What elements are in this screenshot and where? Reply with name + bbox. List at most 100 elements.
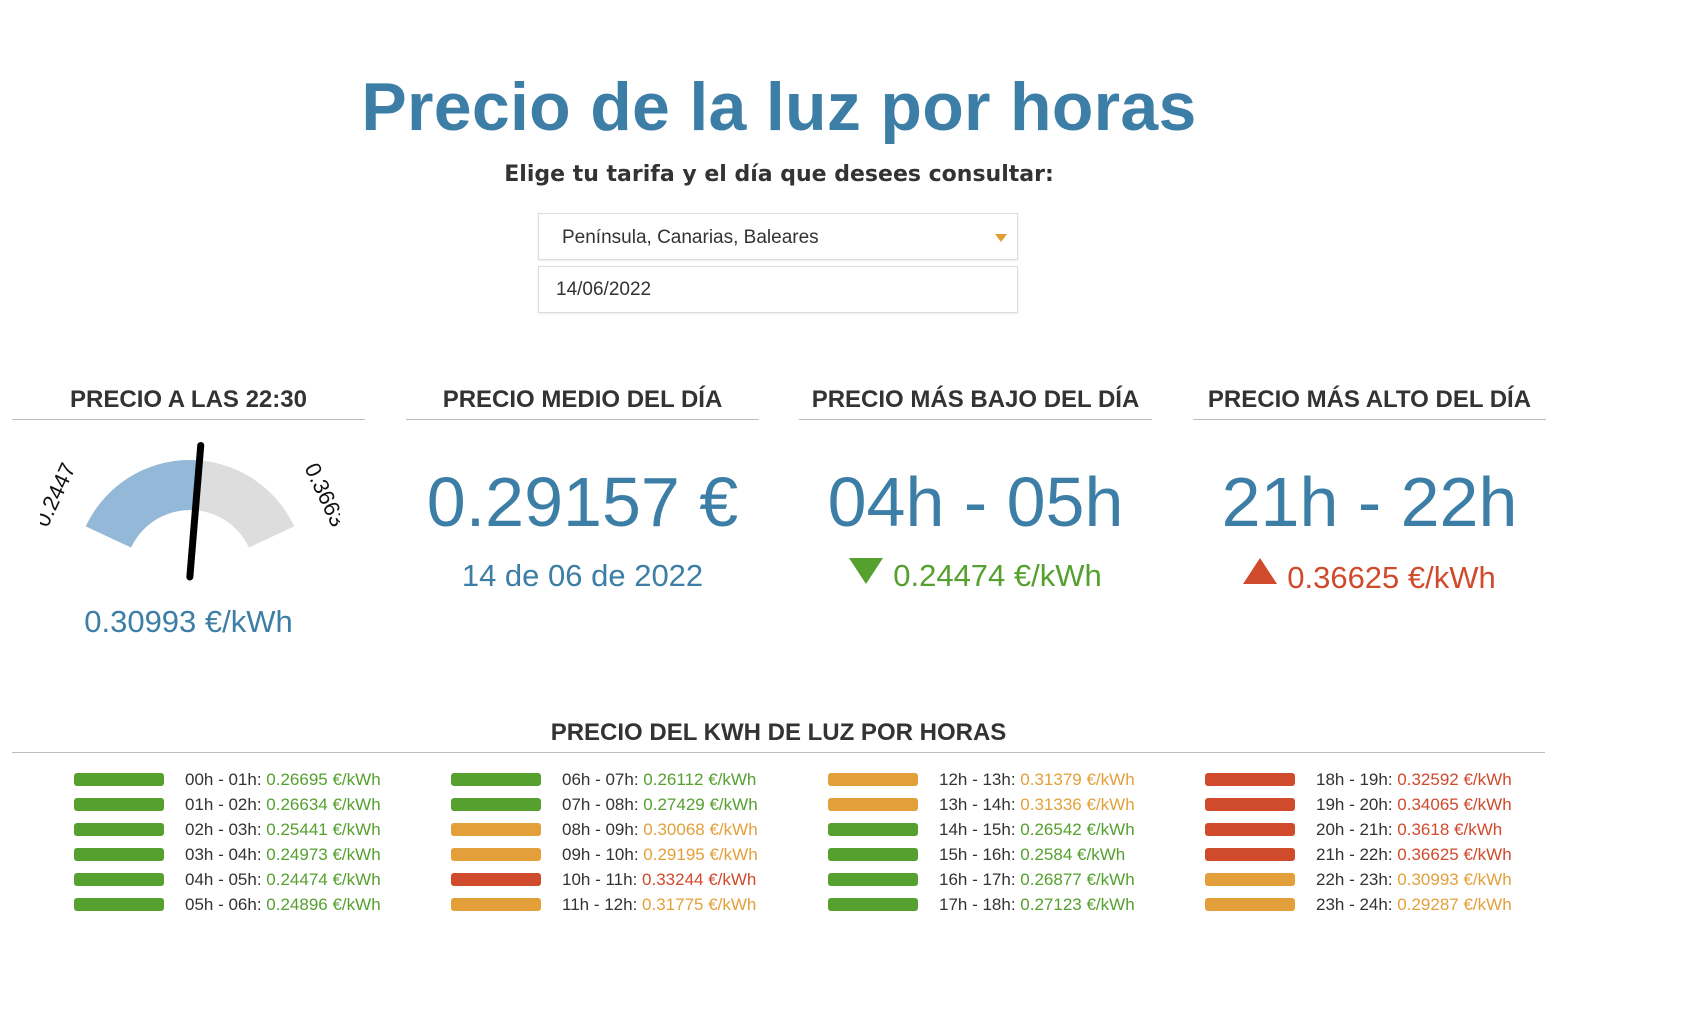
lowest-price-value: 0.24474 €/kWh: [893, 558, 1102, 593]
hour-price-value: 0.33244 €/kWh: [642, 870, 757, 889]
hour-range-label: 04h - 05h:: [185, 870, 262, 889]
lowest-price-line: 0.24474 €/kWh: [799, 558, 1152, 594]
hour-price-row: 03h - 04h: 0.24973 €/kWh: [74, 843, 454, 868]
price-level-bar: [828, 798, 918, 811]
hour-price-row: 07h - 08h: 0.27429 €/kWh: [451, 793, 831, 818]
hour-range-label: 14h - 15h:: [939, 820, 1016, 839]
hour-price-value: 0.26112 €/kWh: [643, 770, 757, 789]
arrow-down-icon: [849, 558, 884, 584]
price-level-bar: [451, 898, 541, 911]
hourly-column: 06h - 07h: 0.26112 €/kWh 07h - 08h: 0.274…: [451, 768, 831, 918]
hour-price-text: 09h - 10h: 0.29195 €/kWh: [562, 845, 758, 865]
page-subtitle: Elige tu tarifa y el día que desees cons…: [504, 162, 1054, 187]
hour-price-value: 0.36625 €/kWh: [1397, 845, 1512, 864]
hour-price-row: 01h - 02h: 0.26634 €/kWh: [74, 793, 454, 818]
hour-price-row: 14h - 15h: 0.26542 €/kWh: [828, 818, 1208, 843]
hour-price-value: 0.26695 €/kWh: [266, 770, 381, 789]
hour-range-label: 10h - 11h:: [562, 870, 638, 889]
hour-range-label: 18h - 19h:: [1316, 770, 1393, 789]
hour-range-label: 17h - 18h:: [939, 895, 1016, 914]
price-level-bar: [1205, 798, 1295, 811]
hour-price-value: 0.34065 €/kWh: [1397, 795, 1512, 814]
tarifa-select[interactable]: Península, Canarias, Baleares: [538, 213, 1018, 260]
hour-price-row: 20h - 21h: 0.3618 €/kWh: [1205, 818, 1585, 843]
price-level-bar: [1205, 823, 1295, 836]
hour-price-text: 16h - 17h: 0.26877 €/kWh: [939, 870, 1135, 890]
hour-price-row: 23h - 24h: 0.29287 €/kWh: [1205, 893, 1585, 918]
hour-price-text: 11h - 12h: 0.31775 €/kWh: [562, 895, 756, 915]
average-price-heading: PRECIO MEDIO DEL DÍA: [406, 386, 759, 420]
date-input[interactable]: [538, 266, 1018, 313]
hour-range-label: 23h - 24h:: [1316, 895, 1393, 914]
hour-price-row: 22h - 23h: 0.30993 €/kWh: [1205, 868, 1585, 893]
price-level-bar: [74, 773, 164, 786]
hour-range-label: 16h - 17h:: [939, 870, 1016, 889]
highest-price-line: 0.36625 €/kWh: [1193, 558, 1546, 596]
price-level-bar: [1205, 873, 1295, 886]
hour-price-value: 0.31379 €/kWh: [1020, 770, 1135, 789]
hour-price-value: 0.27429 €/kWh: [643, 795, 758, 814]
price-gauge: 0.2447 0.3663: [40, 441, 340, 581]
price-level-bar: [74, 848, 164, 861]
hour-price-text: 10h - 11h: 0.33244 €/kWh: [562, 870, 756, 890]
hour-range-label: 09h - 10h:: [562, 845, 639, 864]
hour-price-text: 23h - 24h: 0.29287 €/kWh: [1316, 895, 1512, 915]
hour-price-text: 04h - 05h: 0.24474 €/kWh: [185, 870, 381, 890]
arrow-up-icon: [1243, 558, 1278, 584]
price-level-bar: [1205, 773, 1295, 786]
hour-price-text: 19h - 20h: 0.34065 €/kWh: [1316, 795, 1512, 815]
hourly-column: 12h - 13h: 0.31379 €/kWh 13h - 14h: 0.313…: [828, 768, 1208, 918]
hour-price-row: 00h - 01h: 0.26695 €/kWh: [74, 768, 454, 793]
price-level-bar: [451, 823, 541, 836]
average-price-date: 14 de 06 de 2022: [461, 558, 704, 593]
hour-price-row: 08h - 09h: 0.30068 €/kWh: [451, 818, 831, 843]
highest-price-hours: 21h - 22h: [1221, 463, 1518, 541]
hour-range-label: 19h - 20h:: [1316, 795, 1393, 814]
hour-price-text: 05h - 06h: 0.24896 €/kWh: [185, 895, 381, 915]
hour-price-value: 0.26634 €/kWh: [266, 795, 381, 814]
hour-price-text: 18h - 19h: 0.32592 €/kWh: [1316, 770, 1512, 790]
hour-range-label: 15h - 16h:: [939, 845, 1016, 864]
hour-price-value: 0.29195 €/kWh: [643, 845, 758, 864]
average-price-value: 0.29157 €: [426, 463, 739, 541]
hour-price-value: 0.27123 €/kWh: [1020, 895, 1135, 914]
hour-price-value: 0.30068 €/kWh: [643, 820, 758, 839]
hour-price-row: 12h - 13h: 0.31379 €/kWh: [828, 768, 1208, 793]
hour-price-text: 00h - 01h: 0.26695 €/kWh: [185, 770, 381, 790]
hour-price-text: 17h - 18h: 0.27123 €/kWh: [939, 895, 1135, 915]
hour-price-row: 13h - 14h: 0.31336 €/kWh: [828, 793, 1208, 818]
hour-range-label: 03h - 04h:: [185, 845, 262, 864]
hour-price-value: 0.24474 €/kWh: [266, 870, 381, 889]
hourly-column: 18h - 19h: 0.32592 €/kWh 19h - 20h: 0.340…: [1205, 768, 1585, 918]
price-level-bar: [828, 773, 918, 786]
price-level-bar: [1205, 848, 1295, 861]
hour-price-value: 0.26877 €/kWh: [1020, 870, 1135, 889]
hour-price-row: 05h - 06h: 0.24896 €/kWh: [74, 893, 454, 918]
page-title: Precio de la luz por horas: [361, 69, 1197, 145]
hour-price-text: 22h - 23h: 0.30993 €/kWh: [1316, 870, 1512, 890]
hour-price-text: 13h - 14h: 0.31336 €/kWh: [939, 795, 1135, 815]
highest-price-heading: PRECIO MÁS ALTO DEL DÍA: [1193, 386, 1546, 420]
hour-range-label: 12h - 13h:: [939, 770, 1016, 789]
gauge-fill: [85, 460, 200, 548]
hour-price-row: 16h - 17h: 0.26877 €/kWh: [828, 868, 1208, 893]
price-level-bar: [828, 848, 918, 861]
hour-range-label: 05h - 06h:: [185, 895, 262, 914]
hour-price-value: 0.24973 €/kWh: [266, 845, 381, 864]
chevron-down-icon: [995, 234, 1007, 242]
hour-range-label: 20h - 21h:: [1316, 820, 1393, 839]
tarifa-select-value: Península, Canarias, Baleares: [562, 227, 819, 248]
hour-range-label: 11h - 12h:: [562, 895, 638, 914]
price-level-bar: [451, 848, 541, 861]
price-level-bar: [828, 873, 918, 886]
lowest-price-hours: 04h - 05h: [827, 463, 1124, 541]
hour-price-text: 01h - 02h: 0.26634 €/kWh: [185, 795, 381, 815]
hourly-heading: PRECIO DEL KWH DE LUZ POR HORAS: [12, 719, 1545, 753]
highest-price-value: 0.36625 €/kWh: [1287, 560, 1496, 595]
hour-range-label: 07h - 08h:: [562, 795, 639, 814]
hour-price-value: 0.32592 €/kWh: [1397, 770, 1512, 789]
hour-price-row: 06h - 07h: 0.26112 €/kWh: [451, 768, 831, 793]
price-level-bar: [451, 773, 541, 786]
hour-price-text: 21h - 22h: 0.36625 €/kWh: [1316, 845, 1512, 865]
hour-price-text: 20h - 21h: 0.3618 €/kWh: [1316, 820, 1502, 840]
